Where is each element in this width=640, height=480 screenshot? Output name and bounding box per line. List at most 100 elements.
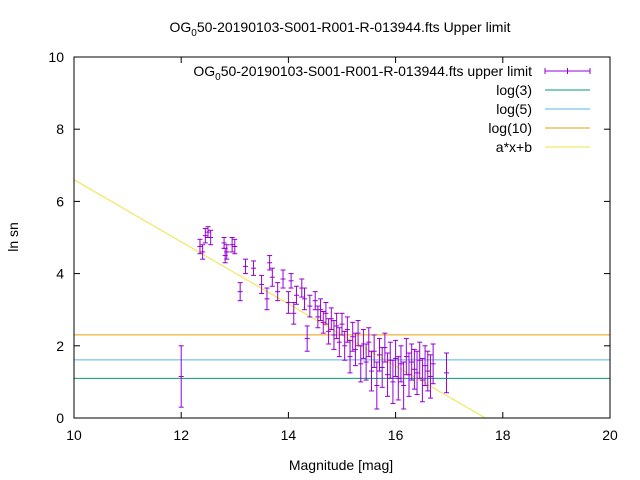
y-axis-label: ln sn [5,222,21,252]
data-point-6 [221,237,227,249]
data-point-19 [280,269,286,289]
data-point-14 [259,274,265,294]
chart-title-main: OG [170,19,192,35]
x-tick-label-10: 10 [66,427,82,443]
data-point-65 [411,348,417,390]
data-point-30 [318,298,324,322]
data-point-10 [232,238,238,255]
errorbar-series [178,226,450,410]
data-point-44 [355,320,361,347]
data-point-18 [275,282,281,302]
y-tick-label-4: 4 [56,266,64,282]
legend-item-4: a*x+b [496,139,590,155]
ticks-layer: 10 12 14 16 18 20 0 2 4 6 8 10 [48,49,618,443]
y-tick-label-6: 6 [56,193,64,209]
data-point-62 [403,338,409,376]
legend-item-1: log(3) [496,82,590,98]
data-point-38 [339,312,345,336]
data-point-23 [293,285,299,305]
data-point-43 [352,332,358,367]
data-point-49 [368,350,374,392]
data-point-63 [406,352,412,397]
data-point-71 [427,354,433,399]
legend-label: OG050-20190103-S001-R001-R-013944.fts up… [193,63,532,83]
data-point-53 [379,347,385,388]
data-point-52 [377,338,383,372]
data-point-64 [409,343,415,381]
chart-title-subscript: 0 [191,28,197,39]
x-tick-label-14: 14 [281,427,297,443]
data-point-34 [328,307,334,331]
data-point-22 [291,301,297,325]
data-point-66 [414,350,420,396]
data-point-0 [178,345,184,408]
y-tick-label-2: 2 [56,338,64,354]
data-point-47 [363,343,369,381]
legend-item-2: log(5) [496,101,590,117]
data-point-48 [366,327,372,358]
data-point-35 [331,320,337,350]
data-point-1 [197,238,203,255]
data-point-70 [425,350,431,392]
chart-title: OG050-20190103-S001-R001-R-013944.fts Up… [170,19,511,39]
data-point-13 [251,260,257,276]
data-point-58 [393,339,399,377]
data-point-25 [301,287,307,311]
data-point-8 [224,244,230,260]
x-tick-label-18: 18 [495,427,511,443]
data-point-40 [344,316,350,343]
legend-label: log(10) [488,120,532,136]
data-point-72 [430,343,436,385]
data-point-27 [307,294,313,318]
legend-label: a*x+b [496,139,532,155]
legend-item-0: OG050-20190103-S001-R001-R-013944.fts up… [193,63,591,83]
plot-frame [73,56,611,419]
x-axis-label: Magnitude [mag] [289,457,393,473]
data-point-33 [326,318,332,345]
data-point-37 [336,327,342,358]
data-point-41 [347,339,353,374]
data-point-50 [371,334,377,368]
data-point-32 [323,301,329,325]
data-point-15 [264,287,270,311]
data-point-9 [229,237,235,253]
y-tick-label-0: 0 [56,410,64,426]
data-point-59 [395,356,401,401]
data-point-39 [342,330,348,361]
legend: OG050-20190103-S001-R001-R-013944.fts up… [193,63,591,155]
x-tick-label-12: 12 [173,427,189,443]
legend-label: log(5) [496,101,532,117]
data-point-69 [422,345,428,387]
data-point-57 [390,359,396,405]
chart-title-rest: 50-20190103-S001-R001-R-013944.fts Upper… [197,19,511,35]
data-point-31 [320,311,326,334]
x-tick-label-20: 20 [602,427,618,443]
data-point-51 [374,361,380,410]
data-point-5 [208,229,214,246]
legend-label-subscript: 0 [215,72,221,83]
data-point-45 [358,345,364,383]
y-tick-label-10: 10 [48,49,64,65]
data-point-73 [444,352,450,394]
data-point-2 [200,244,206,260]
data-point-60 [398,345,404,383]
data-point-55 [385,352,391,397]
data-point-21 [288,273,294,289]
data-point-26 [304,325,310,352]
data-point-54 [382,332,388,363]
data-point-68 [419,357,425,403]
legend-label-rest: 50-20190103-S001-R001-R-013944.fts upper… [221,63,532,79]
data-layer [74,179,610,418]
data-point-36 [334,312,340,340]
data-point-42 [350,321,356,352]
data-point-20 [285,291,291,314]
x-tick-label-16: 16 [388,427,404,443]
data-point-61 [401,361,407,410]
data-point-28 [312,291,318,311]
data-point-16 [267,255,273,271]
legend-label: log(3) [496,82,532,98]
data-point-11 [237,282,243,302]
legend-item-3: log(10) [488,120,590,136]
data-point-3 [202,227,208,244]
